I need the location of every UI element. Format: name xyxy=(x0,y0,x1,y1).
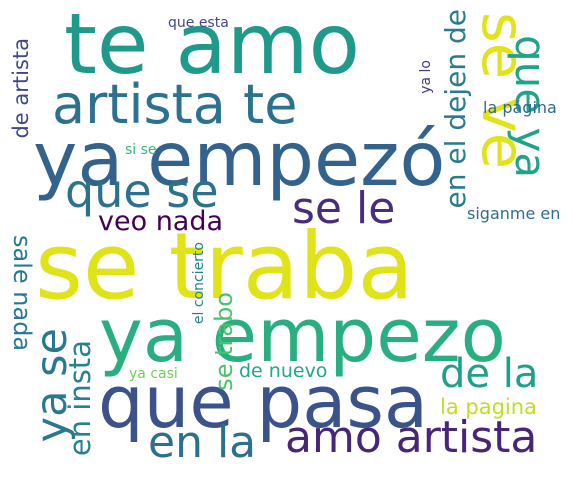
word-cloud-word: que esta xyxy=(168,15,229,31)
word-cloud-word: en el dejen de xyxy=(439,9,472,209)
word-cloud-word: sale nada xyxy=(8,235,36,352)
word-cloud-word: se le xyxy=(292,183,396,234)
word-cloud-word: se trabo xyxy=(210,292,238,391)
word-cloud-word: de artista xyxy=(9,38,33,139)
word-cloud-word: la pagina xyxy=(440,395,537,419)
word-cloud-word: el concierto xyxy=(191,242,207,325)
word-cloud-word: en insta xyxy=(63,340,97,457)
word-cloud-word: si se xyxy=(125,142,157,158)
word-cloud-word: se traba xyxy=(35,213,414,320)
word-cloud-word: que pasa xyxy=(98,360,428,444)
word-cloud-word: veo nada xyxy=(98,206,224,237)
word-cloud-word: artista te xyxy=(52,73,298,136)
word-cloud-word: se ve xyxy=(469,12,538,170)
word-cloud-word: ya empezó xyxy=(33,115,446,203)
word-cloud-word: de la xyxy=(440,351,539,397)
word-cloud-word: que ya xyxy=(506,35,555,179)
word-cloud-word: de nuevo xyxy=(239,360,328,382)
word-cloud-word: ya casi xyxy=(129,366,178,382)
word-cloud-word: ya empezo xyxy=(99,293,506,379)
word-cloud-word: ya lo xyxy=(418,60,434,94)
word-cloud-word: la página xyxy=(483,98,557,117)
word-cloud-word: amo artista xyxy=(285,412,538,463)
word-cloud-word: en la xyxy=(148,417,257,468)
word-cloud-word: que se xyxy=(65,164,219,218)
word-cloud-word: siganme en xyxy=(467,204,561,223)
word-cloud-word: te amo xyxy=(64,0,361,93)
